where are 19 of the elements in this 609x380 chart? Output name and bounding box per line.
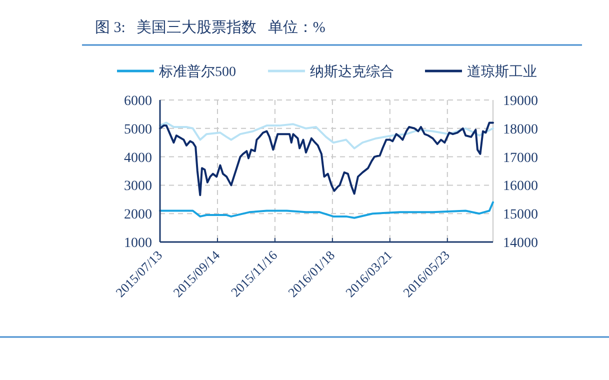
- y-tick-label: 6000: [124, 94, 152, 109]
- y-tick-label: 3000: [124, 179, 152, 194]
- legend-label: 道琼斯工业: [467, 64, 537, 80]
- line-series: [159, 201, 494, 219]
- legend-label: 标准普尔500: [158, 63, 236, 80]
- line-series: [159, 122, 494, 150]
- y-tick-label: 1000: [124, 236, 152, 251]
- line-series: [159, 122, 494, 196]
- y2-tick-label: 19000: [503, 94, 538, 109]
- y2-tick-label: 15000: [503, 208, 538, 223]
- legend-label: 纳斯达克综合: [310, 64, 394, 80]
- y-tick-label: 2000: [124, 208, 152, 223]
- y-tick-label: 4000: [124, 150, 152, 166]
- y2-tick-label: 16000: [503, 179, 538, 194]
- y2-tick-label: 14000: [503, 236, 538, 251]
- y2-tick-label: 18000: [503, 122, 538, 138]
- chart-title: 图 3: 美国三大股票指数 单位：%: [95, 19, 326, 36]
- y2-tick-label: 17000: [503, 150, 538, 166]
- y-tick-label: 5000: [124, 122, 152, 138]
